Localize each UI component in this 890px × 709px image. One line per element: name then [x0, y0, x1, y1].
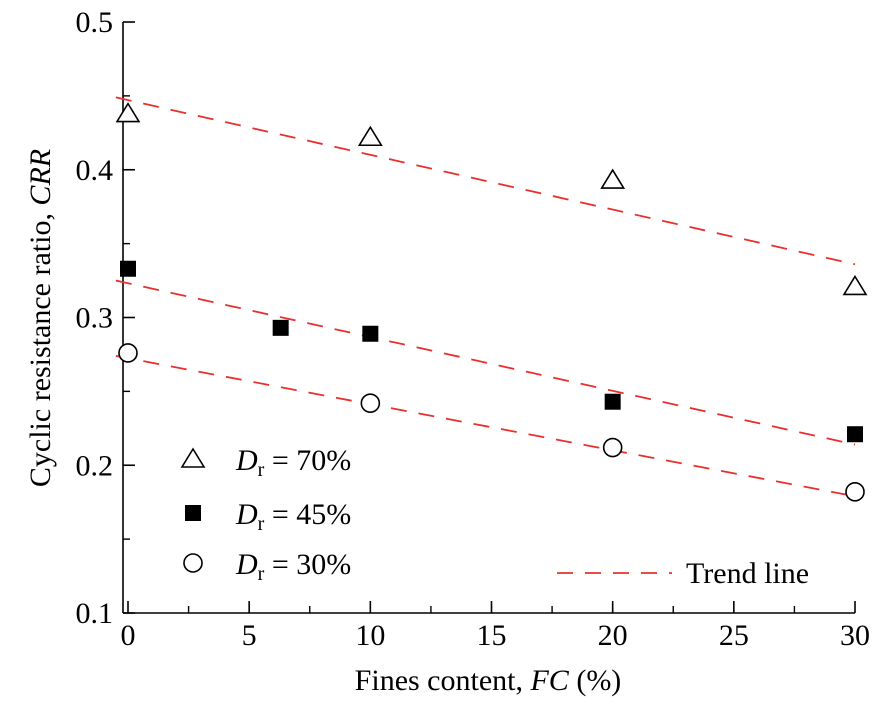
y-tick-label: 0.2 — [76, 449, 114, 482]
data-point — [600, 168, 626, 189]
legend-label: Dr = 70% — [235, 444, 351, 481]
legend-label-subscript: r — [258, 513, 265, 535]
data-point — [842, 274, 868, 296]
trend-line — [115, 96, 856, 266]
y-tick-label: 0.1 — [76, 597, 114, 630]
legend-trend-label: Trend line — [686, 557, 809, 590]
plot-area: 0.1 0.2 0.3 0.4 0.5 0 5 10 15 20 25 30 — [76, 6, 871, 652]
x-tick-label: 20 — [598, 619, 628, 652]
legend-label-value: = 30% — [264, 548, 351, 581]
y-axis-title-variable: CRR — [24, 149, 57, 206]
legend-label-subscript: r — [258, 563, 265, 585]
legend-marker — [180, 447, 206, 468]
legend-label: Dr = 30% — [235, 548, 351, 585]
data-point — [845, 482, 865, 502]
trend-line — [115, 279, 856, 446]
legend-label-variable: D — [235, 444, 258, 477]
x-axis-title-main: Fines content, — [355, 664, 531, 697]
x-axis-title: Fines content, FC (%) — [355, 664, 622, 697]
x-tick-label: 25 — [719, 619, 749, 652]
legend-marker — [183, 553, 203, 573]
y-tick-label: 0.3 — [76, 302, 114, 335]
legend: Dr = 70%Dr = 45%Dr = 30% Trend line — [180, 444, 809, 590]
legend-marker — [185, 505, 201, 521]
x-axis-title-variable: FC — [529, 664, 569, 697]
x-tick-label: 10 — [355, 619, 385, 652]
y-axis-title-main: Cyclic resistance ratio, — [24, 206, 57, 488]
legend-label-variable: D — [235, 498, 258, 531]
legend-label-variable: D — [235, 548, 258, 581]
y-tick-label: 0.4 — [76, 154, 114, 187]
legend-label-value: = 45% — [264, 498, 351, 531]
data-point — [360, 393, 381, 413]
data-point — [272, 319, 289, 336]
trend-line — [115, 355, 856, 498]
x-tick-label: 15 — [477, 619, 507, 652]
data-point — [118, 343, 138, 363]
x-tick-label: 30 — [840, 619, 870, 652]
data-point — [362, 325, 379, 342]
data-point — [120, 260, 136, 277]
y-tick-label: 0.5 — [76, 6, 114, 39]
data-point — [604, 393, 621, 410]
x-tick-label: 5 — [242, 619, 257, 652]
data-point — [847, 426, 863, 443]
data-point — [115, 102, 141, 123]
legend-label-value: = 70% — [264, 444, 351, 477]
legend-label: Dr = 45% — [235, 498, 351, 535]
y-axis-title: Cyclic resistance ratio, CRR — [24, 149, 57, 487]
x-axis-title-unit: (%) — [569, 664, 621, 697]
data-point — [602, 437, 623, 458]
x-tick-label: 0 — [121, 619, 136, 652]
data-point — [357, 125, 383, 147]
legend-label-subscript: r — [258, 459, 265, 481]
